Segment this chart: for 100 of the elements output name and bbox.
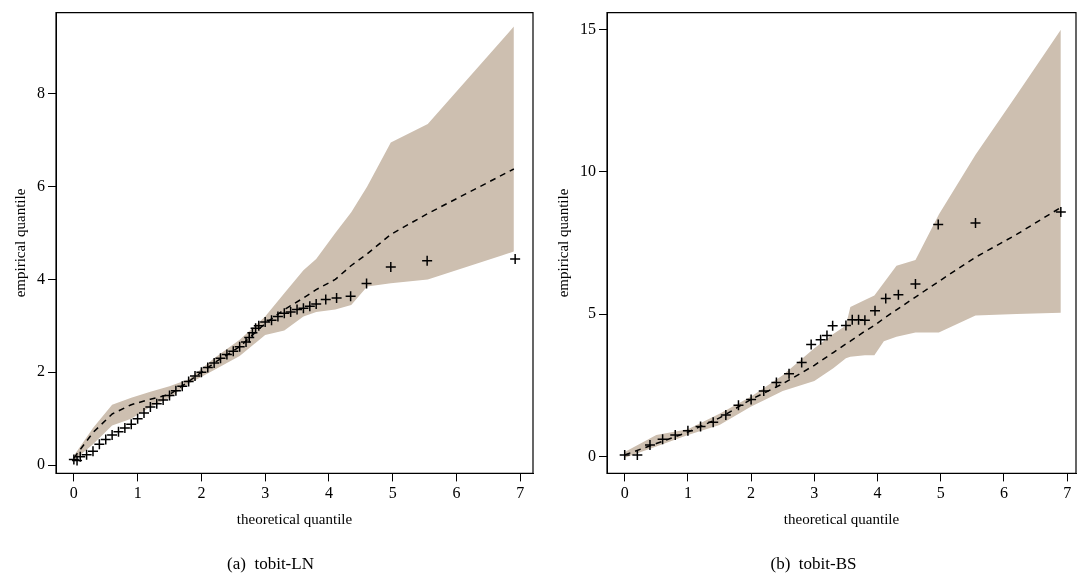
- point: [821, 329, 833, 342]
- x-tick-label: 6: [452, 484, 461, 502]
- x-tick-label: 5: [388, 484, 397, 502]
- point: [859, 314, 871, 327]
- point: [707, 416, 719, 428]
- x-tick-label: 2: [747, 484, 756, 502]
- point: [249, 322, 262, 334]
- point: [259, 316, 271, 328]
- point: [119, 422, 131, 434]
- point: [195, 366, 208, 378]
- y-tick-label: 8: [37, 84, 45, 102]
- point: [125, 418, 137, 430]
- x-tick-label: 4: [873, 484, 882, 502]
- point: [783, 368, 795, 380]
- point: [770, 376, 783, 389]
- point: [330, 292, 343, 304]
- point: [1055, 206, 1067, 218]
- point: [644, 439, 656, 451]
- y-tick-label: 15: [580, 19, 596, 37]
- x-tick-label: 4: [324, 484, 333, 502]
- point: [360, 277, 373, 290]
- x-axis-title: theoretical quantile: [783, 510, 900, 527]
- point: [291, 303, 303, 316]
- x-tick-label: 0: [620, 484, 629, 502]
- point: [509, 253, 521, 265]
- point: [795, 356, 808, 369]
- point: [852, 314, 865, 326]
- y-tick-label: 0: [37, 455, 45, 473]
- x-tick-label: 1: [133, 484, 142, 502]
- x-tick-label: 2: [197, 484, 206, 502]
- point: [892, 289, 905, 301]
- point: [932, 218, 944, 231]
- point: [272, 310, 284, 323]
- point: [732, 399, 745, 411]
- point: [745, 393, 757, 406]
- text: (b) tobit-BS: [770, 554, 857, 574]
- point: [421, 255, 433, 267]
- point: [344, 290, 357, 302]
- point: [99, 433, 112, 446]
- point: [694, 420, 707, 433]
- point: [233, 340, 246, 353]
- line-series: [623, 206, 1062, 456]
- point: [720, 409, 732, 421]
- point: [840, 319, 852, 332]
- y-tick-label: 2: [37, 362, 45, 380]
- x-tick-label: 7: [516, 484, 525, 502]
- y-axis-title: empirical quantile: [554, 188, 571, 298]
- x-tick-label: 0: [69, 484, 78, 502]
- point: [320, 293, 332, 306]
- point: [221, 348, 233, 361]
- point: [826, 320, 839, 332]
- point: [87, 445, 99, 457]
- y-axis-title: empirical quantile: [11, 188, 28, 298]
- point: [189, 370, 201, 382]
- point: [74, 450, 86, 463]
- point: [202, 361, 214, 374]
- point: [163, 389, 176, 402]
- point: [131, 412, 144, 425]
- point: [170, 385, 182, 397]
- point: [310, 298, 322, 310]
- point: [656, 433, 669, 446]
- y-tick-label: 6: [37, 176, 45, 194]
- x-axis-title: theoretical quantile: [236, 510, 353, 527]
- point: [385, 261, 397, 273]
- point: [284, 306, 297, 318]
- x-tick-label: 3: [261, 484, 270, 502]
- point: [157, 394, 169, 406]
- y-tick-label: 10: [580, 162, 596, 180]
- point: [805, 338, 817, 351]
- point: [880, 292, 892, 305]
- point: [227, 345, 240, 358]
- point: [304, 300, 316, 313]
- point: [93, 438, 106, 450]
- x-tick-label: 3: [810, 484, 819, 502]
- point: [682, 424, 694, 437]
- point: [208, 357, 220, 369]
- point: [814, 333, 827, 346]
- point: [869, 304, 881, 317]
- point: [151, 398, 163, 410]
- x-tick-label: 6: [999, 484, 1008, 502]
- x-tick-label: 5: [936, 484, 945, 502]
- point: [214, 352, 227, 365]
- point: [618, 449, 631, 461]
- point: [669, 429, 682, 441]
- y-tick-label: 5: [588, 304, 596, 322]
- point: [909, 278, 922, 290]
- point: [144, 401, 157, 413]
- point: [112, 425, 125, 438]
- text: (a) tobit-LN: [227, 554, 314, 574]
- point: [278, 307, 291, 320]
- x-tick-label: 1: [683, 484, 692, 502]
- point: [80, 449, 93, 461]
- point: [106, 429, 118, 441]
- x-tick-label: 7: [1063, 484, 1072, 502]
- y-tick-label: 0: [588, 446, 596, 464]
- point: [969, 217, 982, 229]
- point: [758, 385, 770, 397]
- point: [138, 407, 150, 419]
- y-tick-label: 4: [37, 269, 45, 287]
- point: [182, 375, 195, 388]
